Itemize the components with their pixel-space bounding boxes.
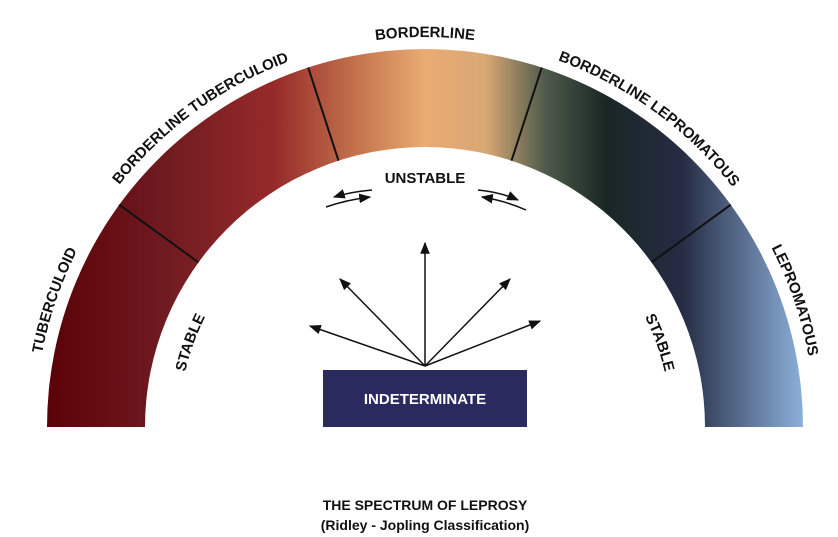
arrow — [339, 278, 426, 367]
curved-arrow — [480, 194, 527, 211]
inner-label: STABLE — [173, 311, 209, 373]
curved-arrow — [332, 189, 373, 199]
arrow — [424, 278, 511, 367]
segment-dividers — [118, 67, 732, 264]
indeterminate-box — [323, 370, 527, 427]
curved-arrow — [325, 193, 372, 208]
divider — [650, 203, 732, 264]
arrow — [424, 320, 542, 367]
divider — [510, 67, 543, 162]
divider — [118, 203, 200, 264]
inner-label-path: STABLE — [173, 311, 209, 373]
arrow — [308, 325, 426, 367]
segment-label: BORDERLINE — [374, 24, 476, 44]
inner-label: STABLE — [641, 311, 677, 373]
development-arrows — [308, 241, 542, 367]
curved-arrow — [477, 189, 520, 201]
spectrum-band — [47, 49, 803, 427]
unstable-arrows — [325, 189, 527, 211]
indeterminate-label: INDETERMINATE — [364, 391, 486, 408]
inner-label-path: STABLE — [641, 311, 677, 373]
divider — [307, 67, 340, 162]
footer-subtitle: (Ridley - Jopling Classification) — [321, 517, 529, 533]
footer-title: THE SPECTRUM OF LEPROSY — [323, 497, 528, 513]
unstable-label: UNSTABLE — [385, 170, 466, 187]
segment-label-path: BORDERLINE — [374, 24, 476, 44]
